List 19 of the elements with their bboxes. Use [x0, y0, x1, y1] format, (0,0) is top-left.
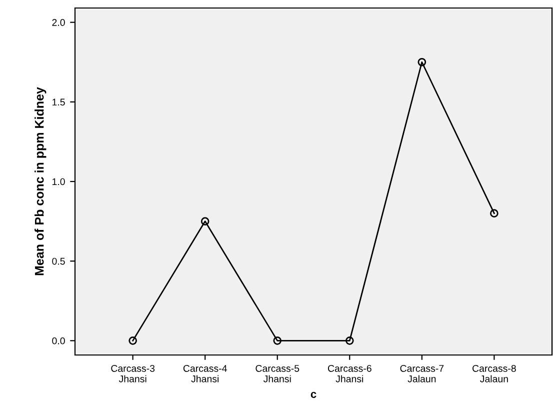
- y-tick-label: 2.0: [52, 19, 65, 26]
- x-tick-label: Carcass-5 Jhansi: [256, 364, 300, 382]
- x-tick-label: Carcass-7 Jalaun: [400, 364, 444, 382]
- x-tick-label: Carcass-4 Jhansi: [183, 364, 227, 382]
- x-tick-label: Carcass-8 Jalaun: [472, 364, 516, 382]
- x-tick-label: Carcass-3 Jhansi: [111, 364, 155, 382]
- x-axis-title: c: [310, 392, 316, 398]
- y-tick-label: 0.5: [52, 258, 65, 265]
- point: [128, 336, 137, 345]
- y-tick-label: 1.0: [52, 178, 65, 186]
- point: [345, 336, 354, 345]
- y-tick-label: 1.5: [52, 98, 65, 106]
- point: [418, 58, 426, 66]
- point: [490, 209, 498, 218]
- y-tick-label: 0.0: [52, 337, 65, 344]
- y-axis-title: Mean of Pb conc in ppm Kidney: [34, 87, 46, 276]
- x-tick-label: Carcass-6 Jhansi: [328, 364, 372, 382]
- point: [273, 336, 282, 345]
- point: [200, 217, 210, 226]
